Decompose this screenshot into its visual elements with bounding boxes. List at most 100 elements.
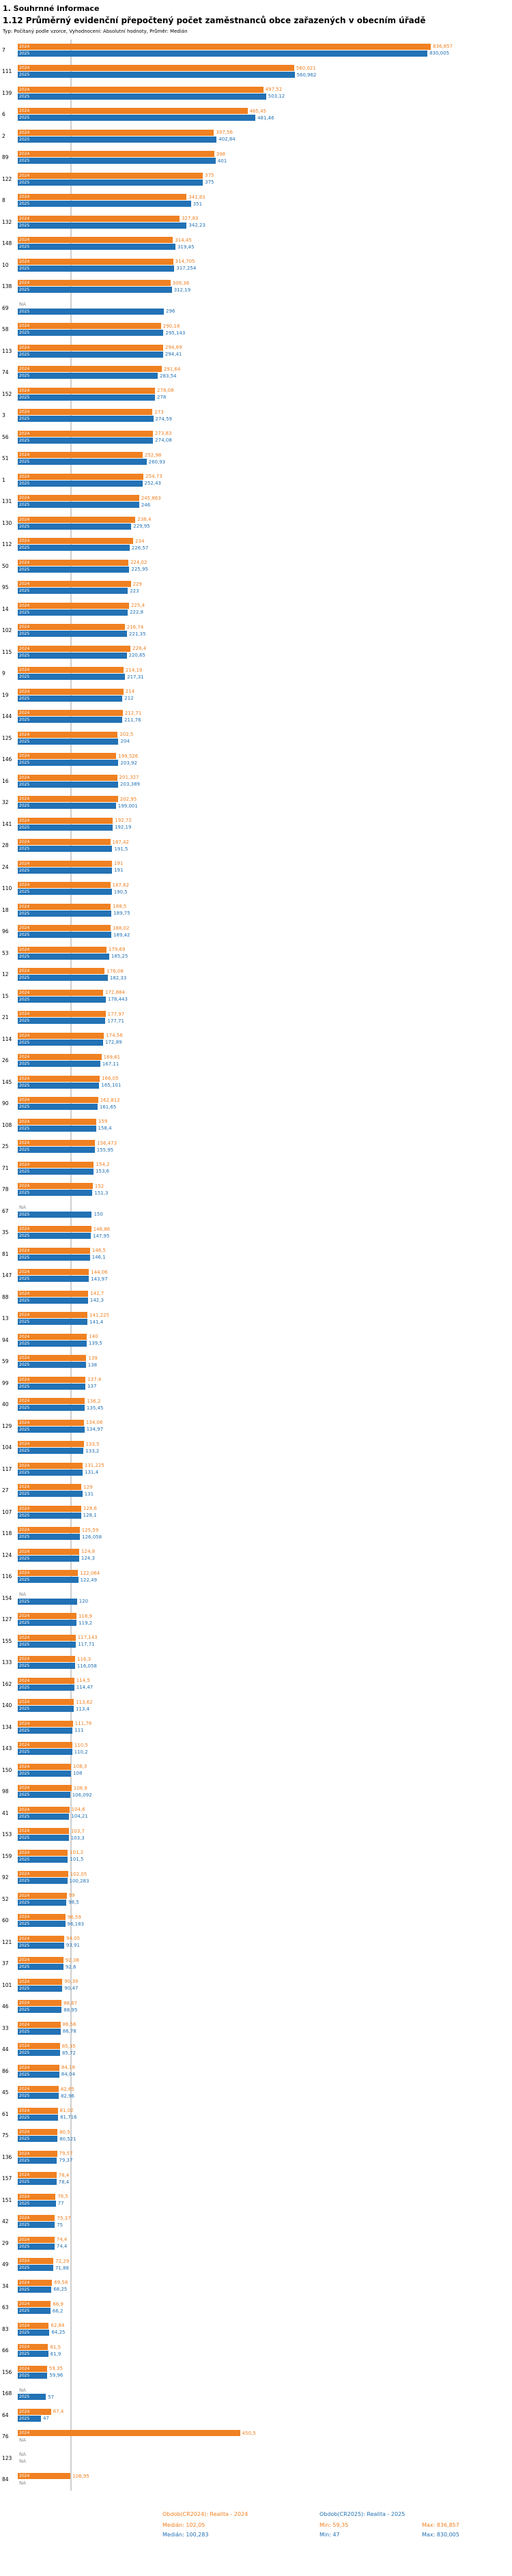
row-bars: 2024 273,83 2025 274,08 (18, 430, 512, 444)
bar-year-label: 2024 (19, 87, 30, 92)
bar-2025: 2025 (18, 867, 113, 874)
row-bars: 2024 294,69 2025 294,41 (18, 344, 512, 358)
row-id-label: 21 (2, 1014, 9, 1021)
bar-value-label: 229,95 (133, 524, 150, 530)
bar-value-label: 134,06 (85, 1420, 103, 1426)
chart-row: 123 NA NA (0, 2448, 512, 2470)
row-id-label: 117 (2, 1465, 12, 1472)
row-id-label: 50 (2, 562, 9, 569)
row-bars: 2024 96,59 2025 96,183 (18, 1913, 512, 1928)
row-bars: 2024 69,58 2025 68,25 (18, 2279, 512, 2293)
bar-value-label: 80,5 (59, 2129, 70, 2135)
bar-line-2025: 2025 138 (18, 1362, 512, 1369)
bar-line-2024: 2024 290,18 (18, 323, 512, 330)
bar-value-label: 225,95 (131, 567, 148, 573)
bar-line-2025: 2025 100,283 (18, 1878, 512, 1885)
bar-year-label: 2025 (19, 1427, 30, 1432)
bar-value-label: 93,91 (66, 1943, 80, 1949)
bar-line-2025: 2025 252,43 (18, 480, 512, 487)
bar-value-label: 238,4 (137, 517, 152, 523)
bar-line-2024: 2024 225,4 (18, 602, 512, 609)
chart-row: 95 2024 229 2025 223 (0, 577, 512, 599)
bar-2025: 2025 (18, 2265, 53, 2272)
chart-row: 125 2024 202,5 2025 204 (0, 728, 512, 749)
bar-year-label: 2024 (19, 1270, 30, 1275)
bar-2024: 2024 (18, 2129, 58, 2136)
bar-2025: 2025 (18, 2114, 59, 2121)
bar-year-label: 2024 (19, 1829, 30, 1834)
bar-2024: 2024 (18, 2408, 51, 2415)
bar-line-2025: 2025 66,2 (18, 2308, 512, 2315)
bar-line-2024: 2024 113,62 (18, 1699, 512, 1706)
bar-year-label: 2025 (19, 1964, 30, 1970)
bar-year-label: 2024 (19, 2259, 30, 2264)
chart-row: 16 2024 201,327 2025 203,389 (0, 771, 512, 792)
bar-year-label: 2025 (19, 287, 30, 293)
bar-year-label: 2025 (19, 1126, 30, 1131)
bar-value-label: 82,96 (60, 2093, 75, 2099)
bar-2024: 2024 (18, 1892, 67, 1899)
chart-row: 110 2024 187,62 2025 190,5 (0, 878, 512, 900)
row-bars: 2024 67,4 2025 47 (18, 2408, 512, 2422)
row-id-label: 114 (2, 1035, 12, 1042)
bar-line-2025: 2025 96,183 (18, 1921, 512, 1928)
bar-2025: 2025 (18, 394, 155, 401)
bar-2024: 2024 (18, 108, 248, 115)
bar-line-2024: 2024 76,5 (18, 2193, 512, 2200)
bar-line-2024: 2024 144,06 (18, 1269, 512, 1276)
bar-year-label: 2025 (19, 1190, 30, 1196)
row-bars: 2024 134,06 2025 134,97 (18, 1419, 512, 1433)
row-bars: NA 2025 296 (18, 301, 512, 315)
row-id-label: 41 (2, 1809, 9, 1816)
chart-row: 98 2024 108,9 2025 106,092 (0, 1781, 512, 1803)
bar-2024: 2024 (18, 1914, 66, 1921)
row-id-label: 66 (2, 2347, 9, 2354)
bar-year-label: 2024 (19, 1141, 30, 1146)
bar-year-label: 2025 (19, 1943, 30, 1948)
bar-line-2025: 2025 221,35 (18, 631, 512, 638)
bar-2024: 2024 (18, 989, 103, 996)
bar-year-label: 2025 (19, 997, 30, 1002)
bar-line-2024: 2024 134,06 (18, 1419, 512, 1426)
bar-year-label: 2024 (19, 969, 30, 974)
row-id-label: 6 (2, 111, 5, 118)
bar-year-label: 2024 (19, 2302, 30, 2307)
bar-year-label: 2025 (19, 72, 30, 78)
bar-year-label: 2024 (19, 2474, 30, 2479)
row-id-label: 94 (2, 1336, 9, 1343)
bar-line-2025: 2025 295,143 (18, 330, 512, 337)
bar-2025: 2025 (18, 416, 154, 423)
row-id-label: 8 (2, 197, 5, 204)
row-bars: 2024 104,6 2025 104,21 (18, 1806, 512, 1820)
bar-value-label: 99 (68, 1893, 75, 1899)
bar-2025: 2025 (18, 1469, 83, 1476)
bar-2025: 2025 (18, 201, 191, 207)
bar-value-label: 314,705 (175, 259, 195, 265)
chart-row: 155 2024 117,143 2025 117,71 (0, 1631, 512, 1652)
row-bars: 2024 140 2025 139,5 (18, 1333, 512, 1347)
bar-value-label: 497,52 (265, 87, 283, 93)
bar-year-label: 2025 (19, 825, 30, 830)
row-bars: 2024 152 2025 151,3 (18, 1182, 512, 1197)
row-bars: 2024 75,37 2025 75 (18, 2214, 512, 2229)
bar-value-label: 129 (83, 1484, 93, 1490)
bar-value-label: 228,4 (132, 646, 147, 652)
bar-2025: 2025 (18, 1125, 96, 1132)
chart-row: 89 2024 398 2025 401 (0, 147, 512, 169)
bar-2025: 2025 (18, 1297, 88, 1304)
bar-2024: 2024 (18, 1634, 76, 1641)
bar-2025: 2025 (18, 1598, 77, 1605)
bar-line-2024: 2024 108,3 (18, 1763, 512, 1770)
chart-row: 112 2024 234 2025 226,57 (0, 534, 512, 556)
bar-year-label: 2024 (19, 1678, 30, 1683)
chart-row: 66 2024 61,5 2025 61,9 (0, 2340, 512, 2362)
bar-year-label: 2025 (19, 1061, 30, 1067)
chart-row: 53 2024 179,69 2025 185,25 (0, 943, 512, 964)
bar-line-2024: 2024 327,83 (18, 215, 512, 222)
row-bars: 2024 72,29 2025 71,88 (18, 2257, 512, 2272)
chart-row: 40 2024 136,2 2025 135,45 (0, 1394, 512, 1416)
bar-year-label: 2024 (19, 152, 30, 157)
bar-value-label: 190,5 (113, 889, 128, 895)
bar-line-2025: 2025 82,96 (18, 2093, 512, 2100)
bar-value-label: 111,76 (74, 1721, 92, 1727)
